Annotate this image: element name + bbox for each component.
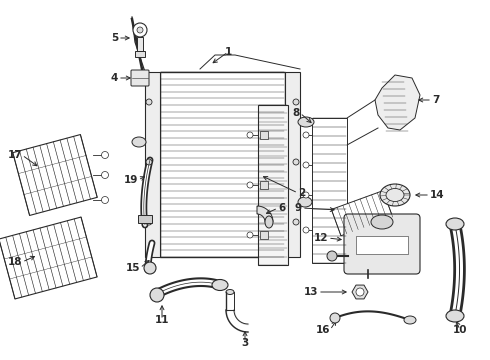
Circle shape	[303, 192, 309, 198]
Text: 19: 19	[123, 175, 138, 185]
Circle shape	[327, 251, 337, 261]
Text: 17: 17	[7, 150, 22, 160]
Ellipse shape	[212, 279, 228, 291]
Circle shape	[303, 162, 309, 168]
Ellipse shape	[132, 137, 146, 147]
Circle shape	[303, 227, 309, 233]
Bar	[0, 217, 97, 299]
Text: 9: 9	[295, 203, 302, 213]
Bar	[285, 72, 300, 257]
Text: 5: 5	[111, 33, 118, 43]
Polygon shape	[375, 75, 420, 130]
Text: 14: 14	[430, 190, 444, 200]
Text: 16: 16	[316, 325, 330, 335]
Text: 11: 11	[155, 315, 169, 325]
Text: 3: 3	[242, 338, 248, 348]
Ellipse shape	[386, 189, 404, 202]
Text: 1: 1	[224, 47, 232, 57]
Circle shape	[303, 132, 309, 138]
Circle shape	[293, 99, 299, 105]
Ellipse shape	[371, 215, 393, 229]
Ellipse shape	[265, 216, 273, 228]
Text: 4: 4	[111, 73, 118, 83]
Bar	[138, 215, 152, 223]
FancyBboxPatch shape	[344, 214, 420, 274]
Circle shape	[293, 159, 299, 165]
Ellipse shape	[226, 289, 234, 294]
Circle shape	[330, 313, 340, 323]
Ellipse shape	[446, 218, 464, 230]
Ellipse shape	[298, 197, 312, 207]
Circle shape	[137, 27, 143, 33]
Circle shape	[133, 23, 147, 37]
Text: 18: 18	[7, 257, 22, 267]
Circle shape	[150, 288, 164, 302]
Circle shape	[101, 197, 108, 203]
FancyBboxPatch shape	[131, 70, 149, 86]
Bar	[145, 72, 160, 257]
Circle shape	[247, 232, 253, 238]
Ellipse shape	[380, 184, 410, 206]
Ellipse shape	[404, 316, 416, 324]
Bar	[160, 72, 285, 257]
Circle shape	[146, 219, 152, 225]
Circle shape	[101, 171, 108, 179]
Text: 6: 6	[278, 203, 285, 213]
Circle shape	[101, 152, 108, 158]
Bar	[260, 131, 268, 139]
Text: 8: 8	[293, 108, 300, 118]
Bar	[137, 37, 143, 51]
Circle shape	[247, 182, 253, 188]
Text: 7: 7	[432, 95, 440, 105]
Bar	[260, 231, 268, 239]
Text: 10: 10	[453, 325, 467, 335]
Bar	[13, 135, 97, 215]
Ellipse shape	[298, 117, 314, 127]
Polygon shape	[257, 206, 273, 222]
Bar	[312, 118, 347, 263]
Bar	[260, 181, 268, 189]
Bar	[331, 191, 392, 236]
Circle shape	[146, 159, 152, 165]
Circle shape	[356, 288, 364, 296]
Circle shape	[144, 262, 156, 274]
Bar	[135, 51, 145, 57]
Bar	[258, 105, 288, 265]
Circle shape	[146, 99, 152, 105]
Text: 2: 2	[298, 188, 305, 198]
Circle shape	[293, 219, 299, 225]
Text: 12: 12	[314, 233, 328, 243]
Ellipse shape	[446, 310, 464, 322]
Circle shape	[247, 132, 253, 138]
Text: 15: 15	[125, 263, 140, 273]
Bar	[356, 236, 408, 254]
Polygon shape	[352, 285, 368, 299]
Text: 13: 13	[303, 287, 318, 297]
